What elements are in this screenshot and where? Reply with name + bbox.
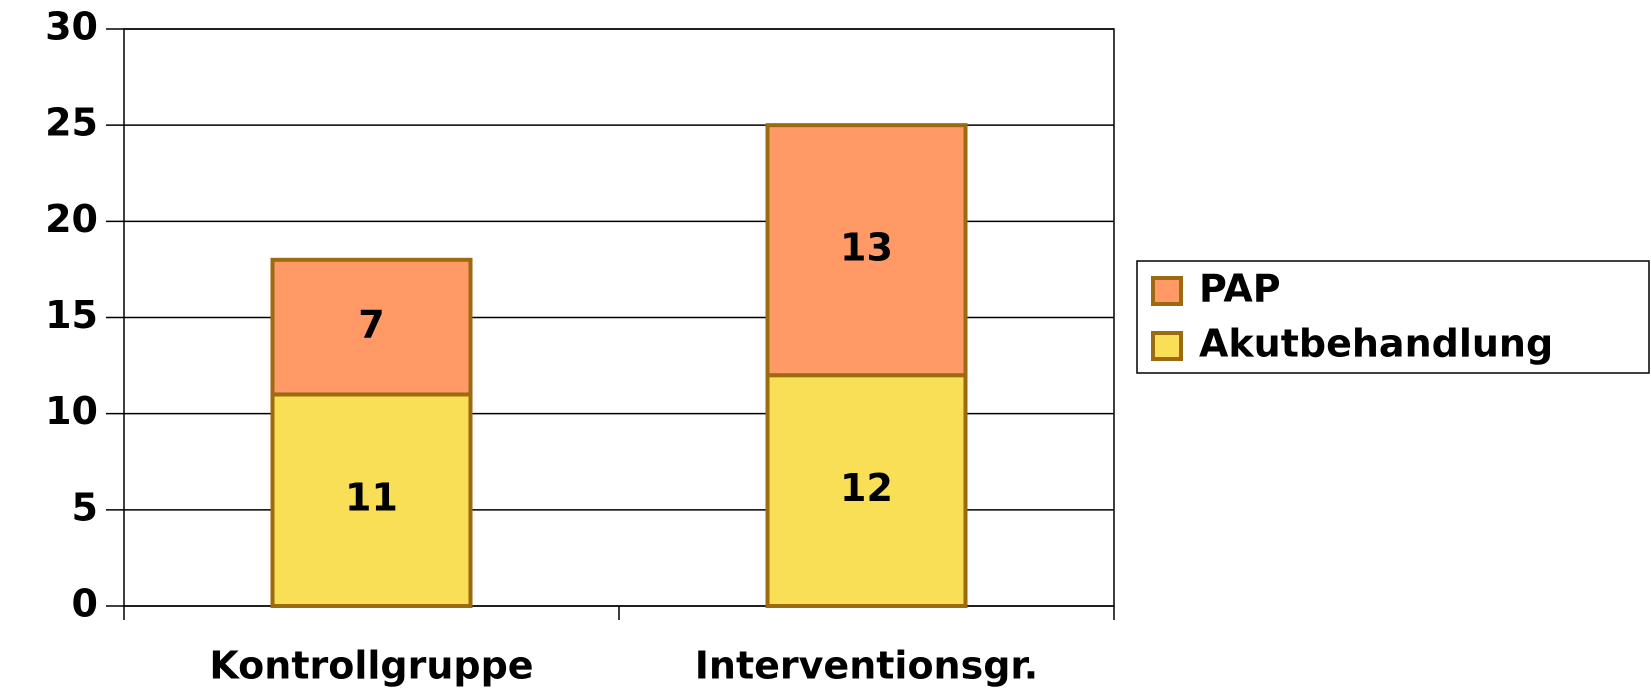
- bar-segment: [270, 392, 473, 608]
- y-tick-label: 15: [45, 293, 98, 337]
- bar-segment: [765, 123, 968, 378]
- data-label: 7: [358, 303, 384, 347]
- x-tick-label: Kontrollgruppe: [209, 644, 533, 688]
- y-tick-label: 30: [45, 5, 98, 49]
- y-tick-label: 10: [45, 389, 98, 433]
- bar-segment: [765, 373, 968, 609]
- legend-label: Akutbehandlung: [1199, 322, 1553, 366]
- legend-label: PAP: [1199, 267, 1281, 311]
- data-label: 11: [345, 476, 398, 520]
- y-tick-label: 20: [45, 197, 98, 241]
- y-tick-label: 0: [72, 582, 98, 626]
- data-label: 12: [840, 466, 893, 510]
- x-tick-label: Interventionsgr.: [695, 644, 1038, 688]
- bar-segment: [270, 257, 473, 397]
- y-tick-label: 5: [72, 485, 98, 529]
- legend-box: [1136, 260, 1650, 374]
- legend-swatch: [1151, 331, 1183, 361]
- y-tick-label: 25: [45, 101, 98, 145]
- legend-swatch: [1151, 276, 1183, 306]
- data-label: 13: [840, 226, 893, 270]
